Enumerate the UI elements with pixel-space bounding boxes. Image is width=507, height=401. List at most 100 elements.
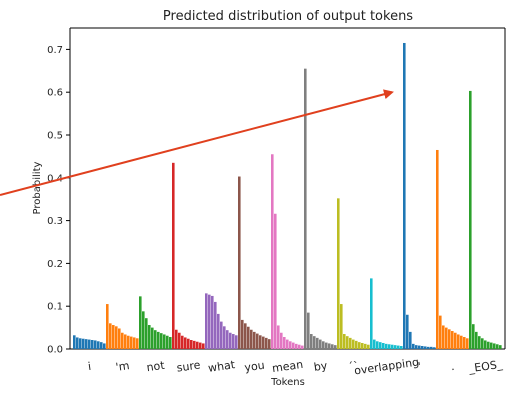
bar bbox=[319, 339, 322, 349]
bar bbox=[265, 337, 268, 349]
bar bbox=[445, 327, 448, 349]
y-tick-label: 0.7 bbox=[47, 45, 63, 56]
bar bbox=[295, 343, 298, 349]
bar bbox=[91, 340, 94, 349]
bar bbox=[484, 340, 487, 349]
bar bbox=[106, 304, 109, 349]
bar bbox=[439, 315, 442, 349]
bar bbox=[442, 325, 445, 349]
bar bbox=[181, 335, 184, 349]
bar bbox=[109, 323, 112, 349]
bar bbox=[400, 346, 403, 349]
bar bbox=[313, 336, 316, 349]
x-category-label: ´` bbox=[347, 359, 360, 373]
bar bbox=[286, 339, 289, 349]
bar bbox=[310, 334, 313, 349]
bar bbox=[205, 293, 208, 349]
bar bbox=[214, 301, 217, 349]
bar bbox=[463, 337, 466, 349]
bar bbox=[451, 331, 454, 349]
bar bbox=[208, 294, 211, 349]
bar bbox=[490, 342, 493, 349]
bar bbox=[454, 332, 457, 349]
bar bbox=[361, 343, 364, 349]
bar bbox=[232, 334, 235, 349]
bar bbox=[223, 326, 226, 349]
y-tick-label: 0.3 bbox=[47, 216, 63, 227]
y-tick-label: 0.5 bbox=[47, 131, 63, 142]
bar bbox=[253, 331, 256, 349]
chart-title: Predicted distribution of output tokens bbox=[163, 9, 413, 24]
bar bbox=[178, 332, 181, 349]
x-category-label: ' bbox=[417, 360, 422, 373]
bar bbox=[121, 332, 124, 349]
bar bbox=[304, 68, 307, 349]
bar bbox=[256, 333, 259, 349]
bar bbox=[277, 325, 280, 349]
bar bbox=[436, 149, 439, 349]
bar bbox=[199, 342, 202, 349]
bar bbox=[394, 345, 397, 349]
bar bbox=[235, 335, 238, 349]
bar bbox=[88, 339, 91, 349]
bar bbox=[376, 341, 379, 349]
bar bbox=[73, 335, 76, 349]
bar bbox=[391, 344, 394, 349]
bar bbox=[136, 338, 139, 349]
bar bbox=[154, 330, 157, 349]
bar bbox=[397, 345, 400, 349]
bar bbox=[187, 338, 190, 349]
bar bbox=[244, 323, 247, 349]
x-category-label: 'm bbox=[115, 359, 130, 374]
bar bbox=[283, 337, 286, 349]
bar bbox=[292, 342, 295, 349]
bar bbox=[478, 336, 481, 349]
bar bbox=[493, 343, 496, 349]
bar bbox=[175, 329, 178, 349]
bar bbox=[346, 336, 349, 349]
bar bbox=[433, 347, 436, 349]
bar bbox=[211, 295, 214, 349]
bar bbox=[415, 345, 418, 349]
bar bbox=[481, 338, 484, 349]
bar bbox=[238, 176, 241, 349]
y-tick-label: 0.0 bbox=[47, 345, 63, 356]
bar bbox=[379, 342, 382, 349]
y-tick-label: 0.6 bbox=[47, 88, 63, 99]
bar bbox=[343, 334, 346, 349]
bar bbox=[172, 162, 175, 349]
bar bbox=[289, 341, 292, 349]
bar bbox=[457, 334, 460, 349]
bar bbox=[328, 343, 331, 349]
bar bbox=[82, 338, 85, 349]
bar bbox=[133, 337, 136, 349]
bar bbox=[487, 341, 490, 349]
bar bbox=[259, 335, 262, 349]
y-tick-label: 0.2 bbox=[47, 259, 63, 270]
annotation-arrow bbox=[0, 89, 394, 196]
bar bbox=[331, 344, 334, 349]
bars bbox=[73, 42, 502, 350]
bar bbox=[160, 333, 163, 349]
bar bbox=[322, 341, 325, 349]
x-category-label: by bbox=[313, 359, 329, 374]
bar bbox=[307, 312, 310, 349]
bar bbox=[193, 340, 196, 349]
y-axis-label: Probability bbox=[32, 161, 43, 214]
bar bbox=[220, 321, 223, 349]
bar bbox=[352, 339, 355, 349]
x-category-label: sure bbox=[176, 358, 202, 374]
bar bbox=[475, 331, 478, 349]
bar bbox=[97, 341, 100, 349]
bar bbox=[94, 340, 97, 349]
bar bbox=[130, 336, 133, 349]
bar bbox=[316, 337, 319, 349]
bar bbox=[166, 335, 169, 349]
annotation bbox=[0, 89, 394, 196]
bar bbox=[427, 346, 430, 349]
bar bbox=[388, 344, 391, 349]
y-tick-label: 0.4 bbox=[47, 173, 63, 184]
bar bbox=[334, 345, 337, 349]
